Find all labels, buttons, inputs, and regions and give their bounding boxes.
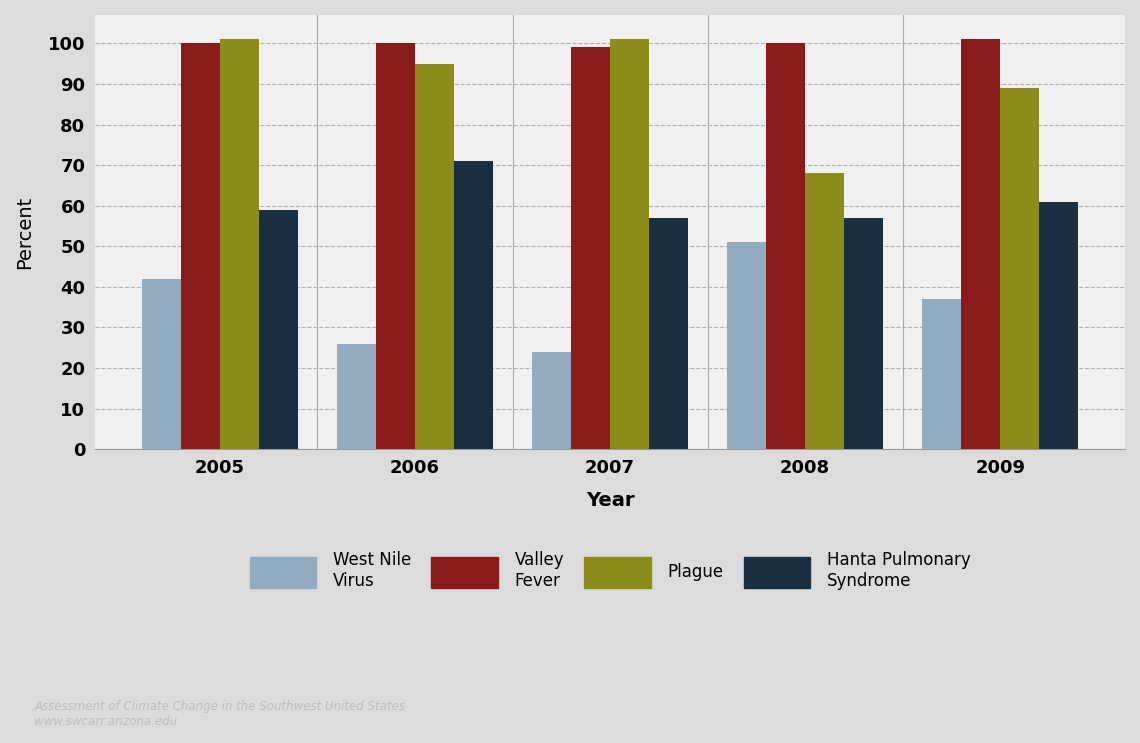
Bar [1040,201,1078,449]
Bar [415,64,454,449]
Bar [649,218,689,449]
Bar [220,39,259,449]
Bar [1000,88,1040,449]
Bar [141,279,181,449]
Bar [259,210,298,449]
Bar [454,161,492,449]
Bar [610,39,649,449]
Bar [727,242,766,449]
Bar [181,43,220,449]
Legend: West Nile
Virus, Valley
Fever, Plague, Hanta Pulmonary
Syndrome: West Nile Virus, Valley Fever, Plague, H… [243,544,977,597]
Text: Assessment of Climate Change in the Southwest United States
www.swcarr.arizona.e: Assessment of Climate Change in the Sout… [34,700,405,728]
Bar [532,351,571,449]
Bar [844,218,884,449]
X-axis label: Year: Year [586,490,634,510]
Bar [805,173,844,449]
Bar [337,343,376,449]
Bar [961,39,1000,449]
Bar [376,43,415,449]
Bar [766,43,805,449]
Y-axis label: Percent: Percent [15,195,34,269]
Bar [922,299,961,449]
Bar [571,48,610,449]
